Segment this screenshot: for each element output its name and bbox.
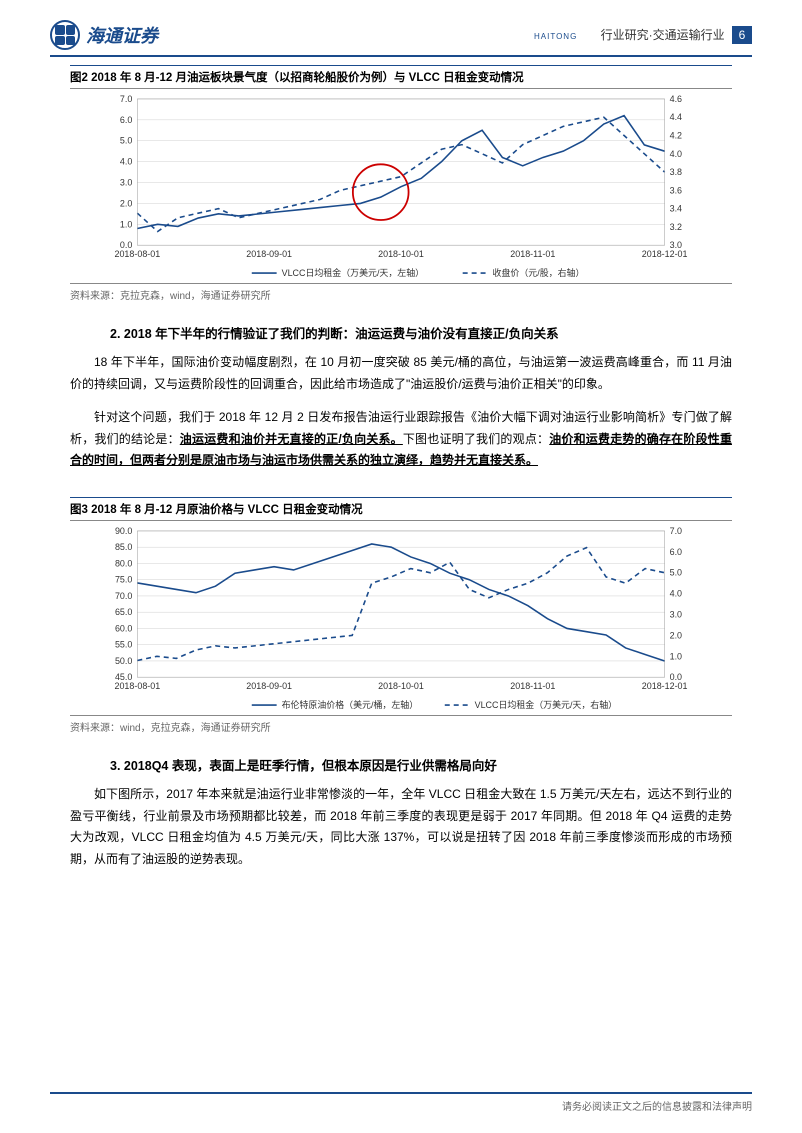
figure-3-title: 图3 2018 年 8 月-12 月原油价格与 VLCC 日租金变动情况	[70, 497, 732, 521]
svg-text:2018-11-01: 2018-11-01	[510, 249, 555, 259]
svg-text:55.0: 55.0	[115, 640, 132, 650]
svg-text:3.0: 3.0	[670, 609, 682, 619]
svg-text:3.0: 3.0	[120, 178, 132, 188]
figure-3-source: 资料来源：wind，克拉克森，海通证券研究所	[70, 716, 732, 737]
svg-text:2018-08-01: 2018-08-01	[114, 249, 160, 259]
svg-text:2.0: 2.0	[120, 198, 132, 208]
svg-text:4.0: 4.0	[120, 157, 132, 167]
footer-disclaimer: 请务必阅读正文之后的信息披露和法律声明	[50, 1092, 752, 1113]
company-name-en: HAITONG	[534, 32, 577, 41]
company-name-cn: 海通证券	[86, 22, 158, 48]
svg-text:VLCC日均租金（万美元/天，右轴）: VLCC日均租金（万美元/天，右轴）	[475, 699, 618, 710]
svg-text:收盘价（元/股，右轴）: 收盘价（元/股，右轴）	[493, 267, 585, 278]
svg-text:4.0: 4.0	[670, 149, 682, 159]
section-3-p1: 如下图所示，2017 年本来就是油运行业非常惨淡的一年，全年 VLCC 日租金大…	[70, 784, 732, 870]
svg-text:75.0: 75.0	[115, 575, 132, 585]
p2b: 油运运费和油价并无直接的正/负向关系。	[180, 432, 403, 446]
svg-text:3.2: 3.2	[670, 222, 682, 232]
svg-text:2018-10-01: 2018-10-01	[378, 681, 424, 691]
svg-text:85.0: 85.0	[115, 542, 132, 552]
svg-text:6.0: 6.0	[120, 115, 132, 125]
figure-2-title: 图2 2018 年 8 月-12 月油运板块景气度（以招商轮船股价为例）与 VL…	[70, 65, 732, 89]
section-2-p2: 针对这个问题，我们于 2018 年 12 月 2 日发布报告油运行业跟踪报告《油…	[70, 407, 732, 472]
svg-text:2018-09-01: 2018-09-01	[246, 681, 292, 691]
svg-text:1.0: 1.0	[670, 651, 682, 661]
svg-text:2018-10-01: 2018-10-01	[378, 249, 424, 259]
figure-2-chart: 0.01.02.03.04.05.06.07.03.03.23.43.63.84…	[70, 89, 732, 284]
section-3-title: 3. 2018Q4 表现，表面上是旺季行情，但根本原因是行业供需格局向好	[110, 755, 732, 774]
svg-text:7.0: 7.0	[670, 526, 682, 536]
svg-text:4.0: 4.0	[670, 589, 682, 599]
svg-text:2018-09-01: 2018-09-01	[246, 249, 292, 259]
page-header: 海通证券 HAITONG 行业研究·交通运输行业 6	[50, 20, 752, 57]
figure-2: 图2 2018 年 8 月-12 月油运板块景气度（以招商轮船股价为例）与 VL…	[70, 65, 732, 305]
svg-text:90.0: 90.0	[115, 526, 132, 536]
logo-icon	[50, 20, 80, 50]
figure-2-source: 资料来源：克拉克森，wind，海通证券研究所	[70, 284, 732, 305]
svg-text:80.0: 80.0	[115, 558, 132, 568]
p2c: 下图也证明了我们的观点：	[403, 432, 549, 446]
svg-text:65.0: 65.0	[115, 607, 132, 617]
svg-text:4.6: 4.6	[670, 94, 682, 104]
svg-text:2018-12-01: 2018-12-01	[642, 681, 688, 691]
svg-text:60.0: 60.0	[115, 623, 132, 633]
svg-text:5.0: 5.0	[670, 568, 682, 578]
svg-text:布伦特原油价格（美元/桶，左轴）: 布伦特原油价格（美元/桶，左轴）	[282, 699, 419, 710]
svg-text:70.0: 70.0	[115, 591, 132, 601]
svg-text:4.4: 4.4	[670, 112, 682, 122]
svg-text:2.0: 2.0	[670, 630, 682, 640]
svg-text:6.0: 6.0	[670, 547, 682, 557]
svg-text:50.0: 50.0	[115, 656, 132, 666]
svg-text:7.0: 7.0	[120, 94, 132, 104]
svg-text:5.0: 5.0	[120, 136, 132, 146]
section-2-title: 2. 2018 年下半年的行情验证了我们的判断：油运运费与油价没有直接正/负向关…	[110, 323, 732, 342]
page-number: 6	[732, 26, 752, 44]
svg-text:2018-12-01: 2018-12-01	[642, 249, 688, 259]
svg-text:1.0: 1.0	[120, 219, 132, 229]
figure-3-chart: 45.050.055.060.065.070.075.080.085.090.0…	[70, 521, 732, 716]
svg-text:3.4: 3.4	[670, 204, 682, 214]
category-text: 行业研究·交通运输行业	[601, 28, 725, 42]
svg-text:2018-11-01: 2018-11-01	[510, 681, 555, 691]
section-2-p1: 18 年下半年，国际油价变动幅度剧烈，在 10 月初一度突破 85 美元/桶的高…	[70, 352, 732, 395]
svg-text:VLCC日均租金（万美元/天，左轴）: VLCC日均租金（万美元/天，左轴）	[282, 267, 425, 278]
figure-3: 图3 2018 年 8 月-12 月原油价格与 VLCC 日租金变动情况 45.…	[70, 497, 732, 737]
svg-text:4.2: 4.2	[670, 130, 682, 140]
svg-text:3.8: 3.8	[670, 167, 682, 177]
svg-text:2018-08-01: 2018-08-01	[114, 681, 160, 691]
header-right: HAITONG 行业研究·交通运输行业 6	[534, 26, 752, 44]
logo: 海通证券	[50, 20, 158, 50]
svg-text:3.6: 3.6	[670, 185, 682, 195]
